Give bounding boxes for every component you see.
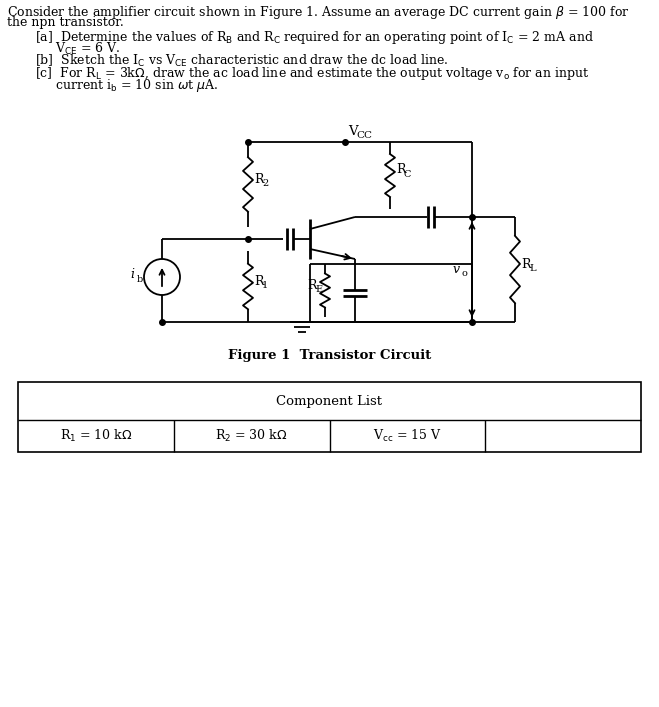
Text: [a]  Determine the values of R$_\mathrm{B}$ and R$_\mathrm{C}$ required for an o: [a] Determine the values of R$_\mathrm{B… <box>35 29 594 46</box>
Text: R: R <box>254 173 264 186</box>
Text: R: R <box>521 258 530 271</box>
Text: [b]  Sketch the I$_\mathrm{C}$ vs V$_\mathrm{CE}$ characteristic and draw the dc: [b] Sketch the I$_\mathrm{C}$ vs V$_\mat… <box>35 53 449 69</box>
Text: C: C <box>404 170 411 179</box>
Text: V: V <box>348 125 358 138</box>
Text: CC: CC <box>356 131 372 140</box>
Text: Component List: Component List <box>277 395 382 407</box>
Text: 1: 1 <box>262 281 268 290</box>
Text: R$_2$ = 30 k$\Omega$: R$_2$ = 30 k$\Omega$ <box>215 428 288 444</box>
Text: R: R <box>254 275 264 288</box>
Text: i: i <box>130 267 134 281</box>
Text: V$_{\rm cc}$ = 15 V: V$_{\rm cc}$ = 15 V <box>373 428 442 444</box>
Text: R$_1$ = 10 k$\Omega$: R$_1$ = 10 k$\Omega$ <box>60 428 132 444</box>
Text: E: E <box>315 285 322 294</box>
Text: Consider the amplifier circuit shown in Figure 1. Assume an average DC current g: Consider the amplifier circuit shown in … <box>7 4 629 21</box>
Text: v: v <box>453 263 460 276</box>
Text: b: b <box>137 274 143 284</box>
Text: Figure 1  Transistor Circuit: Figure 1 Transistor Circuit <box>229 349 432 362</box>
Bar <box>18 382 641 452</box>
Text: o: o <box>461 269 467 278</box>
Text: [c]  For R$_\mathrm{L}$ = 3k$\Omega$, draw the ac load line and estimate the out: [c] For R$_\mathrm{L}$ = 3k$\Omega$, dra… <box>35 65 589 82</box>
Text: L: L <box>529 264 536 273</box>
Text: the npn transistor.: the npn transistor. <box>7 16 124 29</box>
Text: V$_\mathrm{CE}$ = 6 V.: V$_\mathrm{CE}$ = 6 V. <box>55 41 121 57</box>
Text: current i$_\mathrm{b}$ = 10 sin $\omega$t $\mu$A.: current i$_\mathrm{b}$ = 10 sin $\omega$… <box>55 77 218 94</box>
Text: 2: 2 <box>262 179 268 188</box>
Text: R: R <box>396 163 405 176</box>
Text: R: R <box>307 279 316 292</box>
